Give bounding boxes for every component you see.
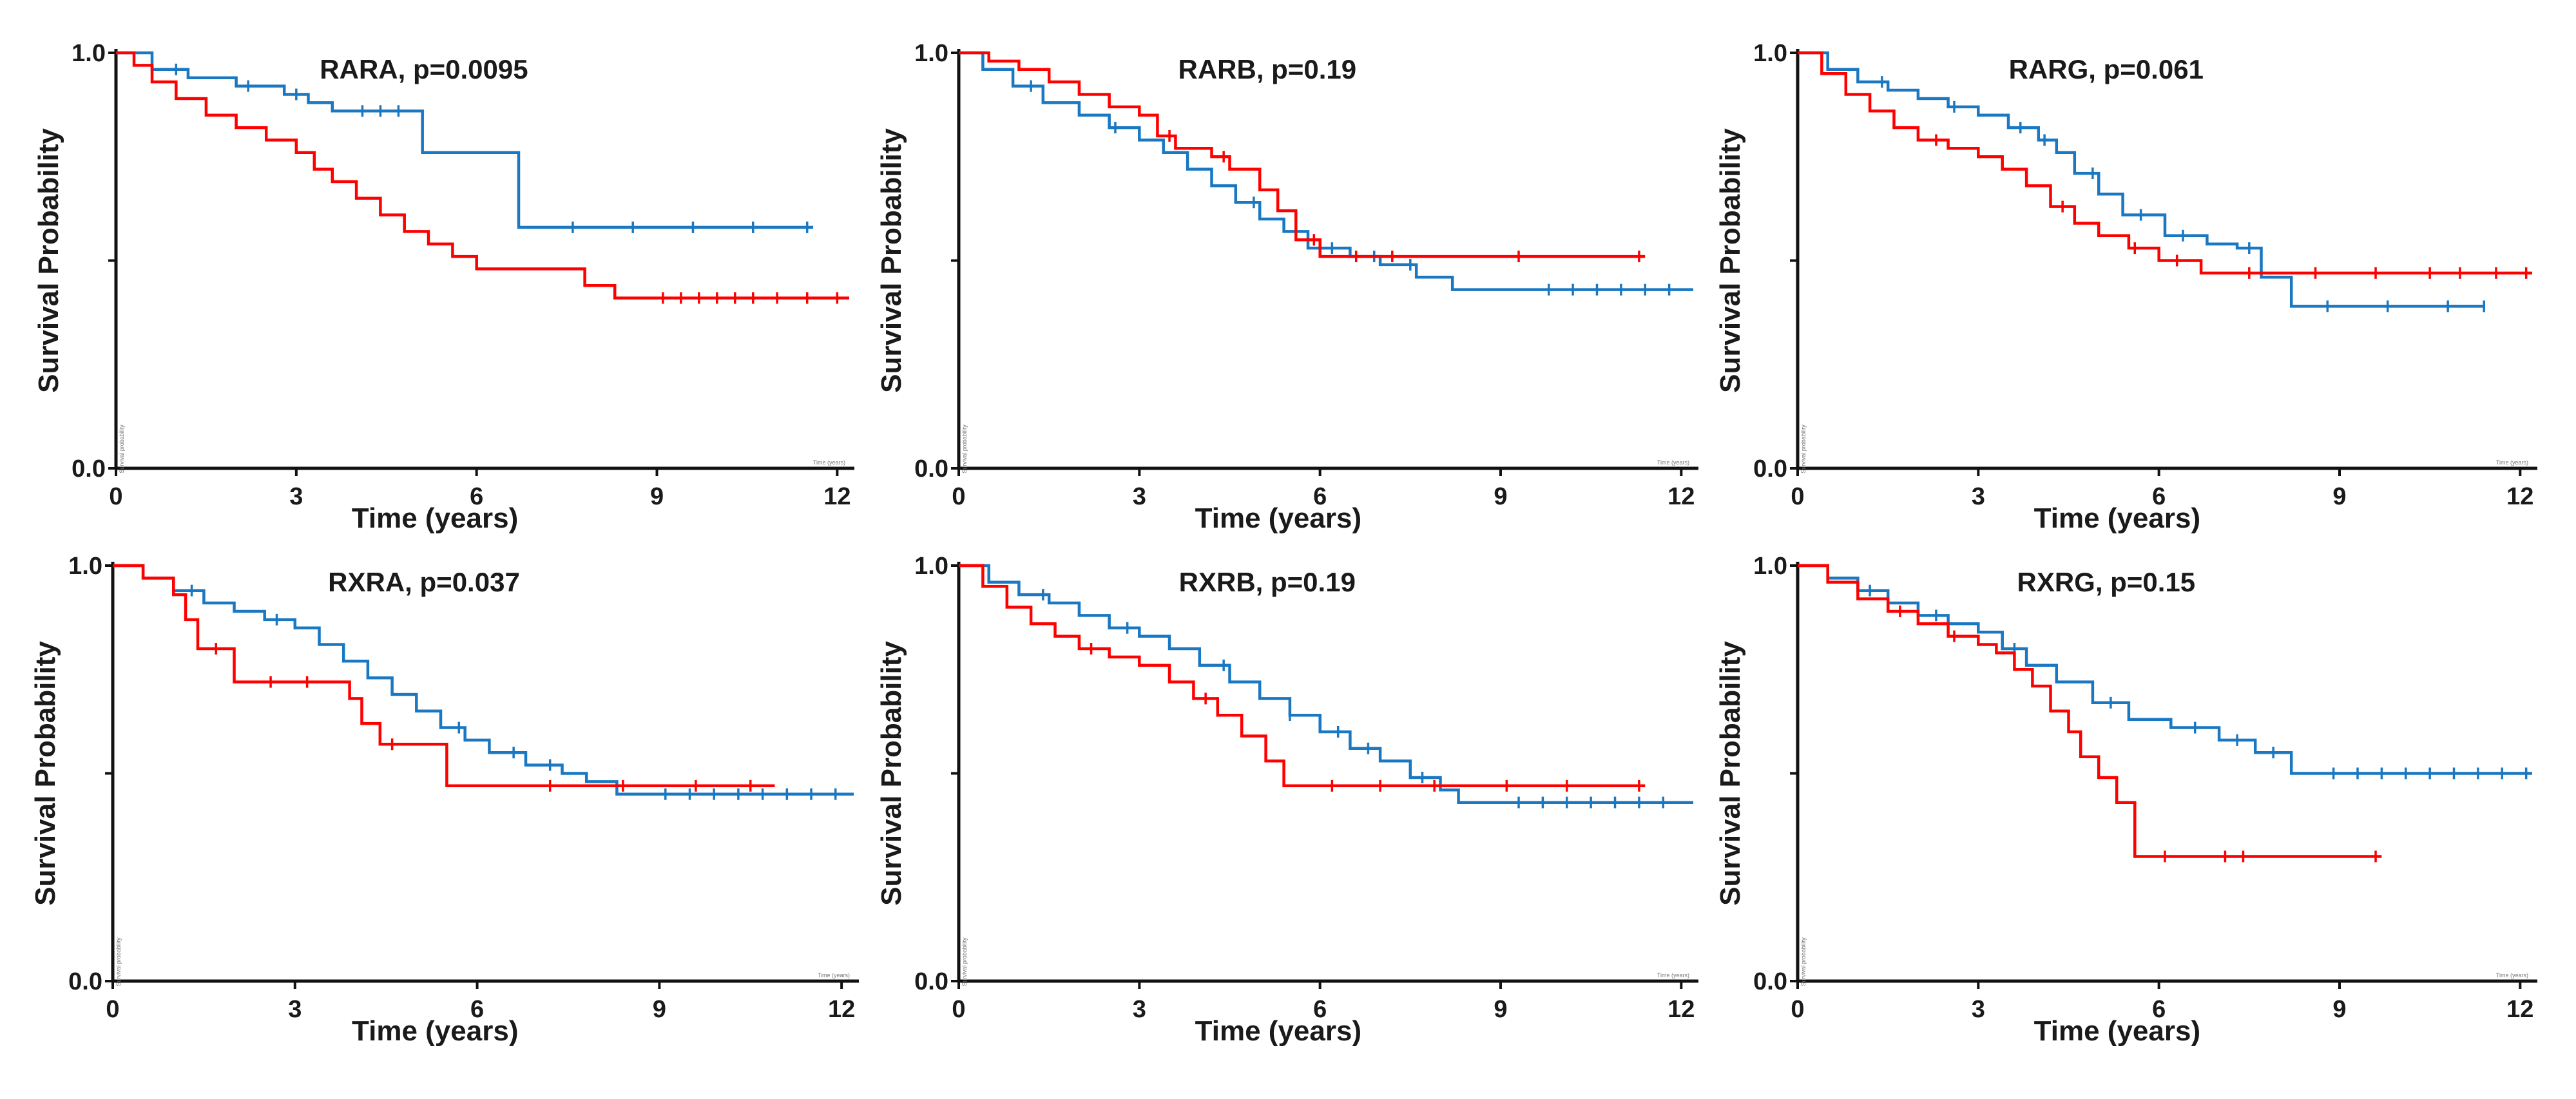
red-survival-curve <box>959 51 1646 258</box>
x-tick-label: 3 <box>288 996 302 1023</box>
red-survival-curve <box>1798 564 2382 858</box>
x-axis-label: Time (years) <box>1195 1015 1361 1047</box>
y-tick-label: 0.0 <box>914 968 948 995</box>
y-axis-label: Survival Probability <box>876 641 907 906</box>
y-tick-label: 0.0 <box>68 968 102 995</box>
x-tick-label: 12 <box>2506 483 2533 510</box>
y-axis-label: Survival Probability <box>1715 128 1746 393</box>
inner-y-label: Survival probability <box>115 937 122 986</box>
red-survival-curve <box>113 564 775 788</box>
x-tick-label: 6 <box>2152 996 2166 1023</box>
panel-title: RARB, p=0.19 <box>1178 54 1357 84</box>
inner-y-label: Survival probability <box>1800 937 1807 986</box>
x-tick-label: 6 <box>470 483 483 510</box>
blue-survival-curve <box>116 51 813 229</box>
x-axis-label: Time (years) <box>352 1015 518 1047</box>
x-tick-label: 12 <box>823 483 851 510</box>
x-axis-label: Time (years) <box>352 502 518 534</box>
red-survival-curve <box>959 564 1646 788</box>
inner-y-label: Survival probability <box>961 937 968 986</box>
x-tick-label: 9 <box>653 996 666 1023</box>
x-tick-label: 0 <box>952 483 965 510</box>
red-survival-curve <box>1798 51 2532 275</box>
panel-title: RXRA, p=0.037 <box>328 567 520 597</box>
y-tick-label: 1.0 <box>1753 40 1787 67</box>
blue-survival-curve <box>959 564 1693 804</box>
y-tick-label: 0.0 <box>1753 455 1787 483</box>
x-axis-label: Time (years) <box>1195 502 1361 534</box>
x-tick-label: 9 <box>2332 996 2346 1023</box>
x-tick-label: 12 <box>1668 483 1695 510</box>
km-panel-5: 0 3 6 9 12 0.0 1.0 Time (years) Survival Probabi… <box>1715 553 2537 1047</box>
x-tick-label: 0 <box>952 996 965 1023</box>
blue-survival-curve <box>113 564 854 796</box>
y-axis-label: Survival Probability <box>33 128 64 393</box>
x-axis-label: Time (years) <box>2034 1015 2200 1047</box>
x-tick-label: 3 <box>1972 996 1985 1023</box>
inner-x-label: Time (years) <box>1657 459 1689 466</box>
y-tick-label: 1.0 <box>72 40 106 67</box>
x-tick-label: 6 <box>1313 483 1327 510</box>
x-tick-label: 0 <box>1791 996 1804 1023</box>
x-tick-label: 0 <box>106 996 119 1023</box>
km-panel-2: 0 3 6 9 12 0.0 1.0 Time (years) Survival Probabi… <box>1715 40 2537 534</box>
panel-title: RXRB, p=0.19 <box>1179 567 1356 597</box>
x-tick-label: 9 <box>650 483 664 510</box>
blue-survival-curve <box>1798 564 2532 775</box>
x-tick-label: 6 <box>1313 996 1327 1023</box>
x-tick-label: 9 <box>1494 483 1507 510</box>
km-panel-1: 0 3 6 9 12 0.0 1.0 Time (years) Survival Probabi… <box>876 40 1698 534</box>
inner-x-label: Time (years) <box>1657 972 1689 979</box>
red-survival-curve <box>116 51 849 300</box>
blue-survival-curve <box>1798 51 2485 308</box>
y-tick-label: 1.0 <box>68 553 102 580</box>
inner-y-label: Survival probability <box>119 425 125 473</box>
x-tick-label: 9 <box>1494 996 1507 1023</box>
y-tick-label: 0.0 <box>72 455 106 483</box>
km-panel-3: 0 3 6 9 12 0.0 1.0 Time (years) Survival Probabi… <box>30 553 859 1047</box>
y-tick-label: 1.0 <box>914 553 948 580</box>
x-tick-label: 3 <box>1133 483 1146 510</box>
inner-x-label: Time (years) <box>813 459 845 466</box>
panel-title: RARG, p=0.061 <box>2009 54 2204 84</box>
y-tick-label: 1.0 <box>1753 553 1787 580</box>
x-tick-label: 3 <box>1133 996 1146 1023</box>
x-tick-label: 12 <box>1668 996 1695 1023</box>
blue-survival-curve <box>959 51 1693 291</box>
inner-x-label: Time (years) <box>2496 459 2528 466</box>
panel-title: RXRG, p=0.15 <box>2017 567 2195 597</box>
inner-y-label: Survival probability <box>1800 425 1807 473</box>
x-tick-label: 9 <box>2332 483 2346 510</box>
y-tick-label: 0.0 <box>914 455 948 483</box>
x-tick-label: 0 <box>1791 483 1804 510</box>
inner-x-label: Time (years) <box>818 972 850 979</box>
x-tick-label: 3 <box>1972 483 1985 510</box>
y-axis-label: Survival Probability <box>1715 641 1746 906</box>
y-tick-label: 0.0 <box>1753 968 1787 995</box>
x-tick-label: 12 <box>828 996 855 1023</box>
km-panel-4: 0 3 6 9 12 0.0 1.0 Time (years) Survival Probabi… <box>876 553 1698 1047</box>
km-panel-0: 0 3 6 9 12 0.0 1.0 Time (years) Survival Probabi… <box>33 40 854 534</box>
y-axis-label: Survival Probability <box>30 641 61 906</box>
x-tick-label: 6 <box>2152 483 2166 510</box>
x-tick-label: 3 <box>289 483 303 510</box>
y-tick-label: 1.0 <box>914 40 948 67</box>
y-axis-label: Survival Probability <box>876 128 907 393</box>
inner-x-label: Time (years) <box>2496 972 2528 979</box>
inner-y-label: Survival probability <box>961 425 968 473</box>
x-tick-label: 0 <box>109 483 122 510</box>
x-tick-label: 12 <box>2506 996 2533 1023</box>
x-axis-label: Time (years) <box>2034 502 2200 534</box>
x-tick-label: 6 <box>470 996 484 1023</box>
panel-title: RARA, p=0.0095 <box>320 54 528 84</box>
